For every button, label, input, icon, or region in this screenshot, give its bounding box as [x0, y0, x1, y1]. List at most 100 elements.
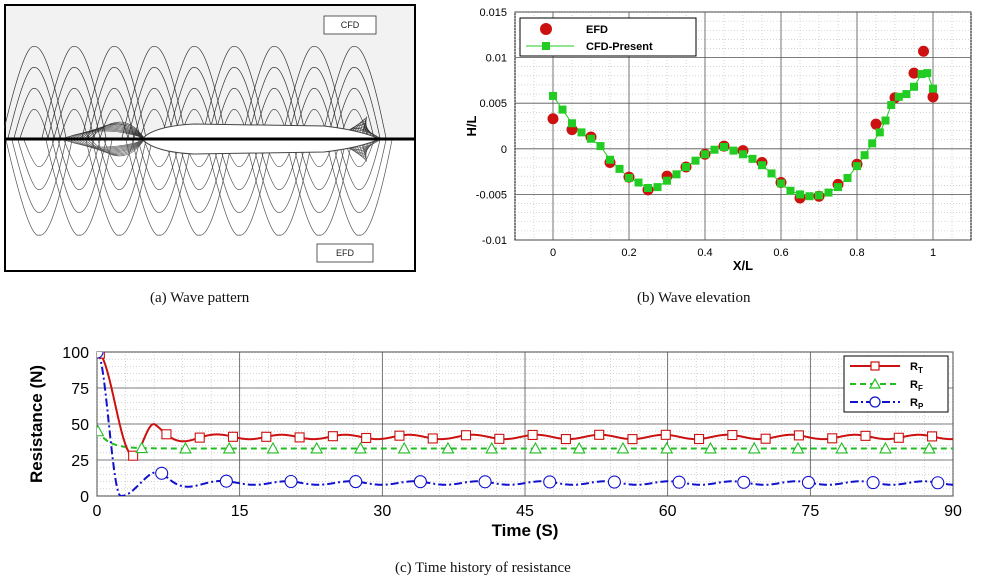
grid-lines [96, 351, 954, 497]
contour-line [213, 88, 255, 139]
contour-line [63, 130, 145, 139]
x-tick-label: 0.6 [773, 247, 788, 259]
rp-marker [413, 475, 427, 489]
cfd-present-point [558, 105, 567, 114]
x-tick-label: 0.4 [697, 247, 712, 259]
contour-line [337, 139, 381, 190]
x-tick-label: 0.8 [849, 247, 864, 259]
rp-marker [478, 475, 492, 489]
contour-line [84, 139, 145, 155]
resistance-history-chart: 0 15 30 45 60 75 90 0 25 50 75 100 RT RF RP Time (S… [27, 345, 962, 540]
cfd-present-point [824, 188, 833, 197]
cfd-present-point [596, 142, 605, 151]
contour-line [84, 123, 145, 139]
cfd-present-point [701, 150, 709, 159]
rf-marker [704, 441, 717, 454]
contour-line [321, 46, 387, 139]
rf-marker [485, 441, 499, 454]
contour-line [131, 139, 187, 213]
grid-lines [514, 11, 972, 241]
contour-line [93, 88, 135, 139]
rf-marker [791, 441, 805, 454]
legend-rt-marker [870, 361, 880, 371]
cfd-present-point [663, 176, 671, 185]
contour-line [66, 139, 145, 149]
contour-line [217, 139, 261, 190]
contour-line [333, 88, 375, 139]
cfd-present-point [549, 91, 557, 100]
x-tick-label: 0 [93, 503, 102, 520]
y-tick-label: 0.01 [486, 53, 507, 65]
cfd-contour-lines [4, 46, 387, 139]
contour-line [90, 139, 145, 157]
contour-line [331, 139, 387, 213]
cfd-present-point [910, 82, 918, 91]
contour-line [72, 139, 145, 151]
rt-series-line [97, 352, 953, 457]
contour-line [177, 139, 221, 190]
x-tick-label: 30 [373, 503, 391, 520]
y-tick-label: 0 [501, 144, 507, 156]
rp-marker [97, 352, 104, 359]
cfd-present-point [710, 145, 719, 154]
cfd-present-point [805, 192, 814, 201]
rf-marker [397, 441, 411, 454]
contour-line [11, 139, 67, 213]
y-tick-label: 50 [71, 417, 89, 434]
contour-line [45, 139, 113, 236]
rt-marker [460, 430, 472, 441]
contour-line [69, 128, 145, 139]
contour-line [293, 88, 335, 139]
cfd-present-point [875, 128, 884, 137]
contour-line [137, 139, 181, 190]
cfd-present-point [634, 178, 643, 187]
cfd-present-point [917, 70, 926, 79]
contour-line [57, 139, 101, 190]
y-tick-label: 25 [71, 453, 89, 470]
contour-line [161, 46, 227, 139]
cfd-present-point [748, 154, 757, 163]
y-axis-label: Resistance (N) [27, 365, 46, 483]
cfd-present-point [739, 150, 747, 159]
y-tick-label: 100 [62, 345, 89, 362]
caption-wave-pattern: (a) Wave pattern [150, 290, 250, 306]
rf-marker [616, 441, 630, 454]
contour-line [251, 139, 307, 213]
cfd-present-point [853, 162, 861, 171]
contour-line [90, 121, 145, 139]
legend: RT RF RP [843, 355, 949, 413]
contour-line [360, 116, 368, 139]
contour-line [69, 139, 145, 150]
cfd-present-point [729, 146, 738, 155]
contour-line [327, 67, 381, 139]
legend: EFD CFD-Present [519, 17, 697, 57]
rp-marker [284, 474, 298, 489]
contour-line [201, 46, 267, 139]
contour-line [78, 125, 145, 139]
rt-marker [394, 430, 405, 441]
contour-line [171, 139, 227, 213]
rf-marker [572, 441, 586, 454]
cfd-present-point [894, 92, 903, 101]
contour-line [281, 46, 347, 139]
rp-marker [866, 476, 880, 490]
cfd-present-point [887, 101, 896, 110]
cfd-present-point [767, 169, 776, 178]
rp-marker [607, 475, 621, 489]
rf-marker [835, 441, 849, 454]
efd-point [870, 118, 882, 130]
y-tick-label: -0.005 [476, 189, 507, 201]
rp-marker [801, 475, 815, 489]
legend-cfd-label: CFD-Present [586, 41, 653, 53]
contour-line [19, 109, 49, 139]
cfd-label: CFD [341, 20, 360, 30]
x-tick-label: 0 [550, 247, 556, 259]
tick-labels: 0 0.2 0.4 0.6 0.8 1 -0.01 -0.005 0 0.005 0.01 0.015 [476, 7, 936, 259]
rf-marker [441, 441, 455, 454]
rf-marker [747, 441, 761, 454]
cfd-present-point [672, 170, 681, 179]
rt-marker [627, 434, 638, 445]
cfd-present-point [606, 155, 614, 164]
legend-cfd-marker [542, 42, 550, 50]
contour-line [125, 139, 193, 236]
